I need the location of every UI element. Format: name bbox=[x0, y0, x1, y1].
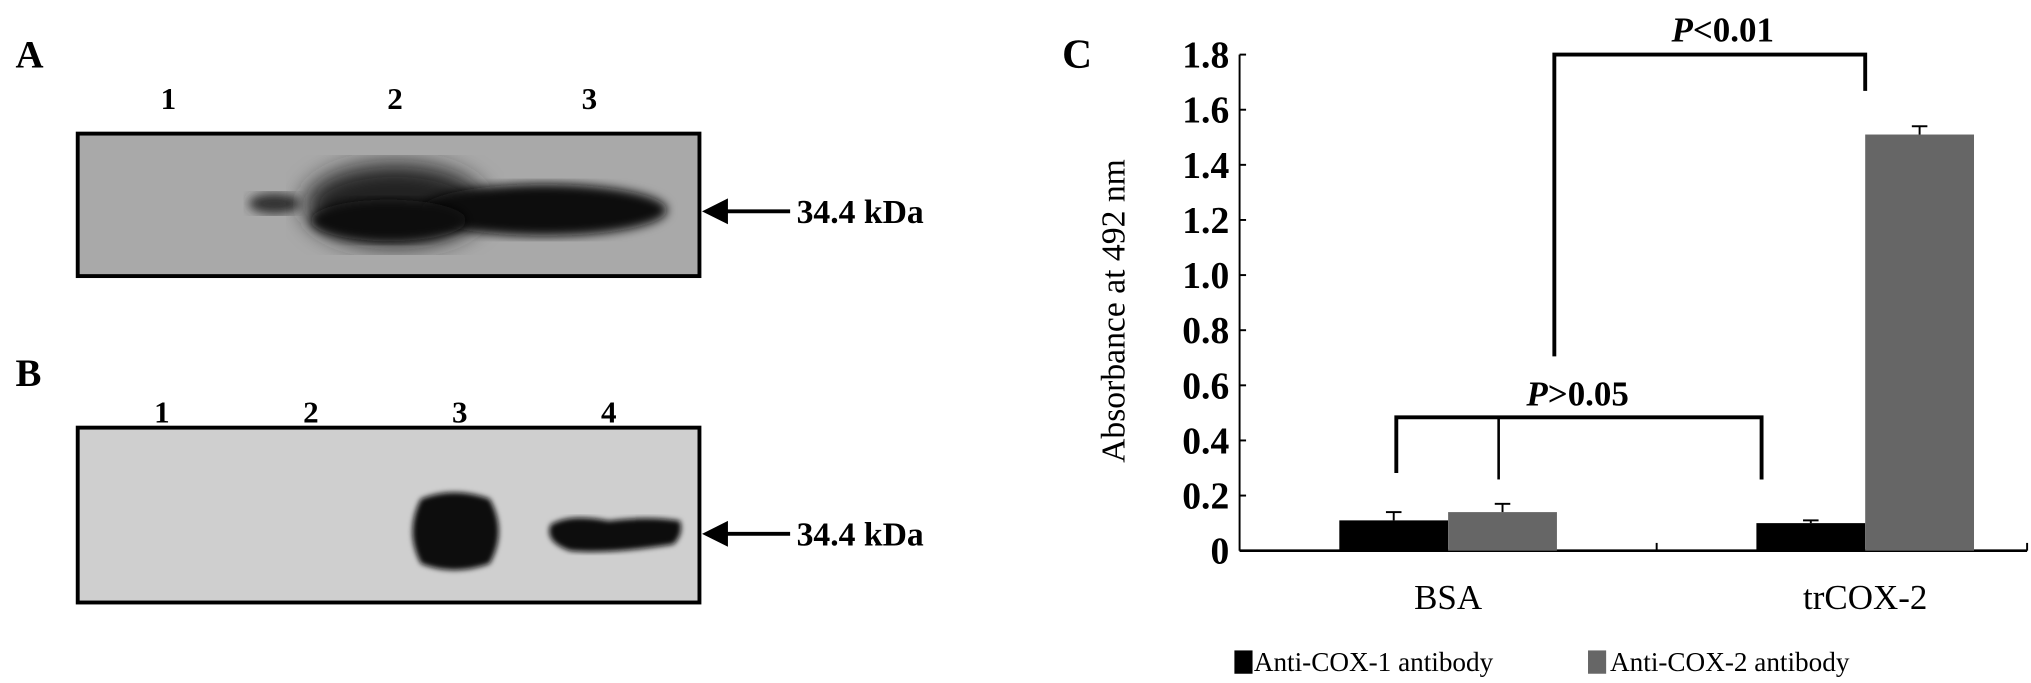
y-tick-label: 0.4 bbox=[1182, 421, 1229, 462]
marker-arrow-a bbox=[702, 198, 791, 225]
bar-trCOX-2-1 bbox=[1865, 134, 1975, 551]
p-value-005: P>0.05 bbox=[1525, 375, 1629, 414]
legend-label-cox1: Anti-COX-1 antibody bbox=[1254, 647, 1494, 677]
y-tick-label: 1.6 bbox=[1182, 91, 1229, 132]
marker-label-a: 34.4 kDa bbox=[797, 194, 924, 231]
panel-c-label: C bbox=[1062, 31, 1092, 77]
marker-label-b: 34.4 kDa bbox=[797, 517, 924, 554]
bar-trCOX-2-0 bbox=[1756, 523, 1866, 551]
western-blot-b bbox=[75, 425, 702, 605]
y-tick-label: 0.8 bbox=[1182, 311, 1229, 352]
panel-b-lane-4: 4 bbox=[601, 394, 617, 429]
y-tick-label: 1.4 bbox=[1182, 146, 1229, 187]
bar-BSA-1 bbox=[1448, 512, 1557, 551]
panel-b-label: B bbox=[16, 352, 42, 395]
marker-arrow-b bbox=[702, 520, 791, 547]
bar-chart: 0 0.2 0.4 0.6 0.8 1.0 1.2 1.4 1.6 1.8 BSA trCOX-2 bbox=[1182, 36, 2029, 617]
x-category-label: trCOX-2 bbox=[1803, 578, 1927, 617]
legend-swatch-cox2 bbox=[1588, 650, 1607, 674]
y-axis-label: Absorbance at 492 nm bbox=[1095, 159, 1132, 463]
panel-a-lane-1: 1 bbox=[161, 81, 177, 116]
legend: Anti-COX-1 antibody Anti-COX-2 antibody bbox=[1234, 647, 1850, 677]
y-tick-label: 1.2 bbox=[1182, 201, 1229, 242]
panel-b-lane-1: 1 bbox=[154, 394, 170, 429]
panel-a-lane-2: 2 bbox=[387, 81, 403, 116]
p-value-001: P<0.01 bbox=[1670, 11, 1774, 50]
panel-a-label: A bbox=[16, 34, 44, 77]
y-tick-label: 0.6 bbox=[1182, 366, 1229, 407]
panel-a-lane-3: 3 bbox=[582, 81, 598, 116]
significance-bracket-p001 bbox=[1552, 52, 1868, 357]
bar-BSA-0 bbox=[1339, 520, 1449, 551]
significance-bracket-p005 bbox=[1394, 415, 1764, 480]
y-tick-label: 1.0 bbox=[1182, 256, 1229, 297]
legend-swatch-cox1 bbox=[1234, 650, 1253, 674]
panel-b-lane-2: 2 bbox=[303, 394, 319, 429]
panel-b-lane-3: 3 bbox=[452, 394, 468, 429]
y-tick-label: 1.8 bbox=[1182, 36, 1229, 77]
y-tick-label: 0 bbox=[1210, 532, 1229, 573]
x-category-label: BSA bbox=[1414, 578, 1482, 617]
legend-label-cox2: Anti-COX-2 antibody bbox=[1610, 647, 1850, 677]
western-blot-a bbox=[75, 131, 702, 279]
y-tick-label: 0.2 bbox=[1182, 477, 1229, 518]
